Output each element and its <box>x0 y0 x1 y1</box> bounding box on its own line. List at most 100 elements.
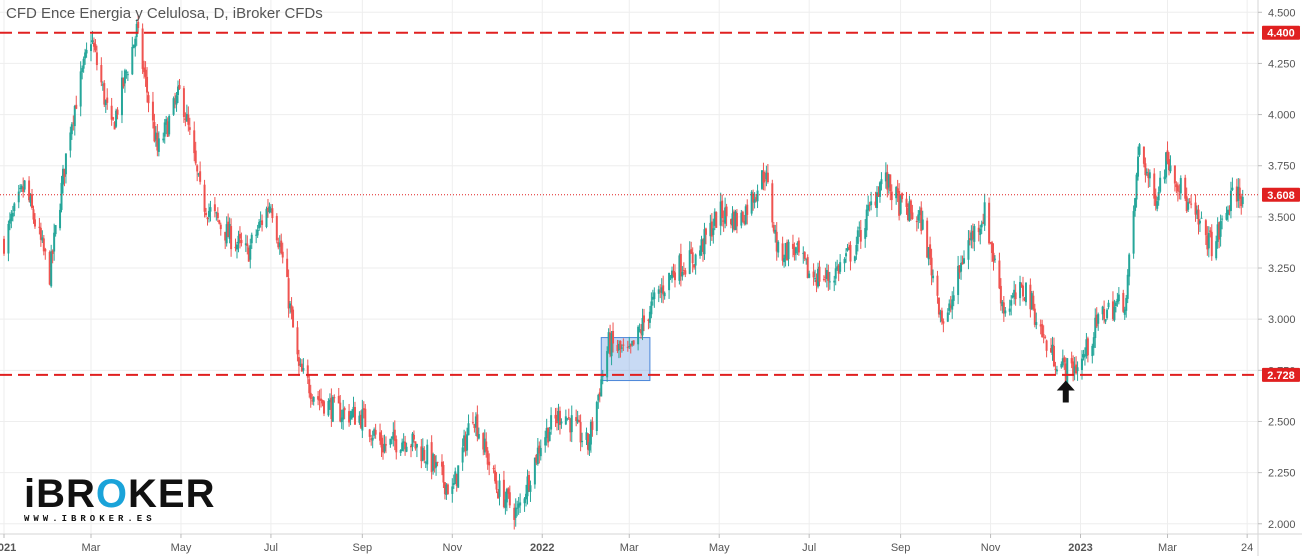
candle-body <box>1055 369 1058 372</box>
candle-body <box>1188 201 1191 203</box>
candle-body <box>877 195 880 197</box>
candle-body <box>362 408 365 410</box>
candle-body <box>880 179 883 185</box>
candle-body <box>209 207 212 212</box>
candle-body <box>73 105 76 127</box>
candle-body <box>1082 354 1085 358</box>
x-tick-label: Nov <box>981 542 1001 554</box>
candle-body <box>905 198 908 208</box>
candle-body <box>1002 302 1005 314</box>
candle-body <box>805 258 808 260</box>
candle-body <box>822 278 825 280</box>
candle-body <box>1148 172 1151 179</box>
candle-body <box>843 258 846 264</box>
candle-body <box>405 446 408 452</box>
candle-body <box>591 421 594 430</box>
candle-body <box>858 227 861 229</box>
x-tick-label: Mar <box>620 542 639 554</box>
candle-body <box>967 240 970 260</box>
candle-body <box>585 432 588 440</box>
candle-body <box>414 441 417 449</box>
candle-body <box>224 231 227 241</box>
candle-body <box>461 447 464 463</box>
candle-body <box>467 423 470 436</box>
candle-body <box>814 278 817 280</box>
candle-body <box>660 287 663 293</box>
candle-body <box>7 223 10 254</box>
candle-body <box>165 119 168 125</box>
candle-body <box>550 415 553 430</box>
candle-body <box>797 240 800 253</box>
candle-body <box>85 49 88 54</box>
candle-body <box>1107 302 1110 308</box>
candle-body <box>126 74 129 76</box>
candle-body <box>287 278 290 309</box>
candle-body <box>508 492 511 506</box>
candle-body <box>936 275 939 296</box>
candle-body <box>818 266 821 282</box>
candle-body <box>948 303 951 311</box>
candle-body <box>380 437 383 448</box>
candle-body <box>457 465 460 488</box>
candle-body <box>991 242 994 254</box>
candle-body <box>709 222 712 237</box>
candle-body <box>719 201 722 226</box>
candle-body <box>412 434 415 440</box>
candle-body <box>474 416 477 428</box>
candle-body <box>1008 308 1011 312</box>
candle-body <box>492 468 495 470</box>
candle-body <box>637 326 640 345</box>
candle-body <box>116 109 119 115</box>
candle-body <box>895 187 898 199</box>
candle-body <box>632 340 635 345</box>
candle-body <box>486 450 489 465</box>
candle-body <box>930 257 933 276</box>
x-tick-label: 2022 <box>530 542 554 554</box>
candle-body <box>374 429 377 435</box>
candle-body <box>471 422 474 424</box>
candle-body <box>269 208 272 210</box>
candle-body <box>762 171 765 183</box>
candle-body <box>63 168 66 177</box>
level-price-tag <box>1262 367 1300 382</box>
candle-body <box>846 248 849 251</box>
candle-body <box>146 76 149 93</box>
candle-body <box>557 411 560 422</box>
candle-body <box>606 351 609 378</box>
candle-body <box>915 220 918 223</box>
candle-body <box>399 449 402 453</box>
candle-body <box>784 243 787 259</box>
candle-body <box>523 498 526 504</box>
candle-body <box>373 429 376 436</box>
candle-body <box>756 190 759 202</box>
candle-body <box>1179 178 1182 194</box>
candle-body <box>1117 294 1120 302</box>
candle-body <box>1229 190 1232 211</box>
candle-body <box>909 200 912 214</box>
candle-body <box>669 275 672 277</box>
y-tick-label: 4.000 <box>1268 110 1296 122</box>
x-tick-label: 24 <box>1241 542 1253 554</box>
candle-body <box>746 204 749 215</box>
candle-body <box>22 187 25 192</box>
candle-body <box>793 247 796 256</box>
candle-body <box>743 221 746 224</box>
candle-body <box>678 255 681 281</box>
candle-body <box>123 70 126 84</box>
candle-body <box>755 197 758 200</box>
candle-body <box>1103 308 1106 320</box>
candle-body <box>538 445 541 454</box>
candle-body <box>620 347 623 349</box>
candle-body <box>694 254 697 266</box>
candle-body <box>548 431 551 442</box>
candle-body <box>75 104 78 109</box>
candle-body <box>178 85 181 89</box>
candle-body <box>410 445 413 448</box>
candle-body <box>917 214 920 221</box>
candle-body <box>343 408 346 411</box>
candle-body <box>464 436 467 452</box>
candle-body <box>1001 301 1004 307</box>
candle-body <box>808 273 811 278</box>
candle-body <box>162 138 165 141</box>
candle-body <box>213 204 216 212</box>
